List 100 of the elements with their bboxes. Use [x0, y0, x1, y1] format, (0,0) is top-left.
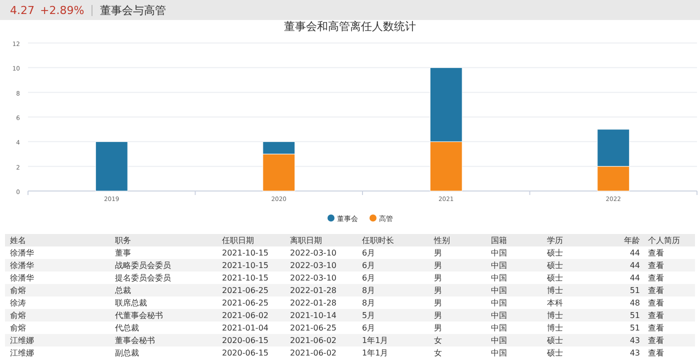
- text: 中国: [491, 324, 507, 332]
- text: 6月: [362, 324, 376, 332]
- text: 硕士: [547, 274, 563, 282]
- text: 51: [630, 286, 640, 295]
- text: 2022-01-28: [290, 286, 336, 295]
- text: 中国: [491, 286, 507, 295]
- text: 博士: [547, 324, 563, 332]
- text: 2022-03-10: [290, 261, 336, 270]
- category-label: 任职时长: [361, 236, 394, 245]
- text: 2021-06-25: [222, 298, 268, 308]
- category-label: 国籍: [491, 236, 507, 245]
- text: 本科: [547, 298, 563, 308]
- text: 男: [434, 261, 442, 270]
- text: 查看: [648, 298, 664, 308]
- text: 51: [630, 324, 640, 332]
- text: 徐潘华: [10, 261, 34, 270]
- text: 硕士: [547, 348, 563, 357]
- text: 6月: [362, 261, 376, 270]
- bar: [95, 141, 128, 192]
- text: 查看: [648, 336, 664, 345]
- text: 2021-10-15: [222, 261, 268, 270]
- text: 43: [630, 348, 640, 357]
- category-label: 学历: [547, 236, 563, 245]
- category-label: 离职日期: [290, 236, 322, 245]
- text: 2021-06-02: [290, 348, 336, 357]
- text: 查看: [648, 311, 664, 320]
- text: 硕士: [547, 336, 563, 345]
- text: 总裁: [115, 286, 131, 295]
- text: 查看: [648, 261, 664, 270]
- text: 副总裁: [115, 348, 139, 357]
- text: 2021-01-04: [222, 324, 268, 332]
- text: +2.89%: [40, 4, 84, 17]
- text: 查看: [648, 248, 664, 258]
- text: 中国: [491, 348, 507, 357]
- category-label: 姓名: [10, 236, 26, 245]
- text: 2020-06-15: [222, 348, 268, 357]
- text: 博士: [547, 286, 563, 295]
- text: 中国: [491, 248, 507, 258]
- text: 男: [434, 248, 442, 258]
- text: 硕士: [547, 248, 563, 258]
- text: 中国: [491, 336, 507, 345]
- text: 6月: [362, 274, 376, 282]
- text: 俞熔: [10, 286, 26, 295]
- text: 男: [434, 311, 442, 320]
- text: 2021-06-25: [290, 324, 336, 332]
- text: 徐潘华: [10, 248, 34, 258]
- category-label: 任职日期: [221, 236, 254, 245]
- text: 中国: [491, 274, 507, 282]
- text: 2022-03-10: [290, 274, 336, 282]
- text: 俞熔: [10, 311, 26, 320]
- text: 提名委员会委员: [115, 274, 171, 282]
- text: 43: [630, 336, 640, 345]
- text: 联席总裁: [115, 298, 147, 308]
- text: 8月: [362, 286, 376, 295]
- text: 战略委员会委员: [115, 261, 171, 270]
- text: 中国: [491, 261, 507, 270]
- text: 中国: [491, 311, 507, 320]
- text: 8月: [362, 298, 376, 308]
- text: 中国: [491, 298, 507, 308]
- text: 51: [630, 311, 640, 320]
- text: 查看: [648, 348, 664, 357]
- text: 女: [434, 336, 442, 345]
- text: 江维娜: [10, 336, 34, 345]
- text: 男: [434, 298, 442, 308]
- text: 董事会秘书: [115, 336, 155, 345]
- chart-title: 董事会和高管离任人数统计: [284, 20, 416, 33]
- text: 44: [630, 261, 640, 270]
- text: 徐涛: [10, 298, 26, 308]
- text: 2020-06-15: [222, 336, 268, 345]
- text: 代董事会秘书: [115, 311, 163, 320]
- text: 2021-06-02: [290, 336, 336, 345]
- text: 4.27: [10, 4, 34, 17]
- text: 2021-10-14: [290, 311, 336, 320]
- text: 44: [630, 248, 640, 258]
- text: 男: [434, 274, 442, 282]
- text: 2021-10-15: [222, 274, 268, 282]
- text: 查看: [648, 286, 664, 295]
- text: 徐潘华: [10, 274, 34, 282]
- text: 查看: [648, 324, 664, 332]
- text: 6月: [362, 248, 376, 258]
- text: 48: [630, 298, 640, 308]
- text: 董事会与高管: [100, 4, 166, 17]
- category-label: 年龄: [624, 236, 640, 245]
- text: 代总裁: [115, 324, 139, 332]
- text: 5月: [362, 311, 376, 320]
- category-label: 个人简历: [648, 236, 680, 245]
- text: 2022-03-10: [290, 248, 336, 258]
- text: 董事: [115, 248, 131, 258]
- category-label: 职务: [115, 236, 131, 245]
- text: 江维娜: [10, 348, 34, 357]
- text: 博士: [547, 311, 563, 320]
- text: 2021-06-25: [222, 286, 268, 295]
- text: 2022-01-28: [290, 298, 336, 308]
- text: 1年1月: [362, 336, 388, 345]
- text: 查看: [648, 274, 664, 282]
- text: 女: [434, 348, 442, 357]
- text: 硕士: [547, 261, 563, 270]
- text: 2021-10-15: [222, 248, 268, 258]
- text: 男: [434, 286, 442, 295]
- text: 男: [434, 324, 442, 332]
